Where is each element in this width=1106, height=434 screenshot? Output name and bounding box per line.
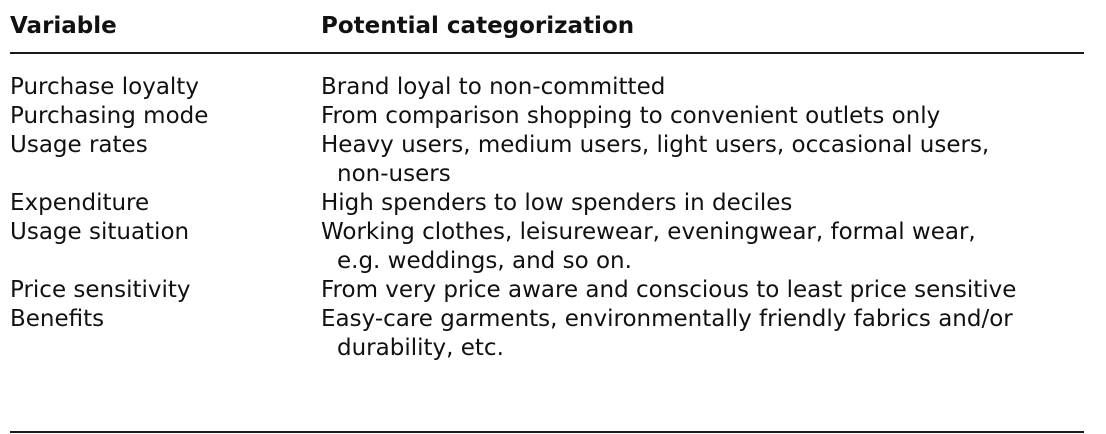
table-body: Purchase loyalty Brand loyal to non-comm… bbox=[10, 54, 1084, 363]
variable-cell: Usage rates bbox=[10, 132, 148, 158]
categorization-line: From comparison shopping to convenient o… bbox=[321, 103, 941, 129]
variable-cell: Benefits bbox=[10, 306, 105, 332]
header-variable: Variable bbox=[10, 13, 117, 39]
categorization-line: Easy-care garments, environmentally frie… bbox=[321, 306, 1013, 332]
categorization-continuation: e.g. weddings, and so on. bbox=[337, 248, 632, 274]
table-row: Price sensitivity From very price aware … bbox=[10, 276, 1084, 305]
categorization-line: High spenders to low spenders in deciles bbox=[321, 190, 793, 216]
variable-cell: Expenditure bbox=[10, 190, 150, 216]
categorization-cell: Working clothes, leisurewear, eveningwea… bbox=[321, 218, 1084, 276]
table-row: Benefits Easy-care garments, environment… bbox=[10, 305, 1084, 363]
categorization-line: From very price aware and conscious to l… bbox=[321, 277, 1017, 303]
categorization-cell: From comparison shopping to convenient o… bbox=[321, 102, 1084, 131]
variable-cell: Price sensitivity bbox=[10, 277, 191, 303]
variable-cell: Purchasing mode bbox=[10, 103, 209, 129]
table-header: Variable Potential categorization bbox=[10, 0, 1084, 52]
categorization-line: Brand loyal to non-committed bbox=[321, 74, 666, 100]
categorization-continuation: non-users bbox=[337, 161, 451, 187]
categorization-line: Working clothes, leisurewear, eveningwea… bbox=[321, 219, 976, 245]
header-categorization: Potential categorization bbox=[321, 13, 635, 39]
table-row: Expenditure High spenders to low spender… bbox=[10, 189, 1084, 218]
bottom-rule bbox=[10, 431, 1084, 433]
variable-cell: Usage situation bbox=[10, 219, 190, 245]
variable-cell: Purchase loyalty bbox=[10, 74, 199, 100]
categorization-cell: Heavy users, medium users, light users, … bbox=[321, 131, 1084, 189]
categorization-cell: High spenders to low spenders in deciles bbox=[321, 189, 1084, 218]
categorization-cell: From very price aware and conscious to l… bbox=[321, 276, 1084, 305]
table-row: Usage rates Heavy users, medium users, l… bbox=[10, 131, 1084, 189]
table-row: Usage situation Working clothes, leisure… bbox=[10, 218, 1084, 276]
categorization-cell: Brand loyal to non-committed bbox=[321, 73, 1084, 102]
categorization-line: Heavy users, medium users, light users, … bbox=[321, 132, 990, 158]
header-rule bbox=[10, 52, 1084, 54]
categorization-cell: Easy-care garments, environmentally frie… bbox=[321, 305, 1084, 363]
table-row: Purchase loyalty Brand loyal to non-comm… bbox=[10, 73, 1084, 102]
categorization-continuation: durability, etc. bbox=[337, 335, 504, 361]
table-row: Purchasing mode From comparison shopping… bbox=[10, 102, 1084, 131]
